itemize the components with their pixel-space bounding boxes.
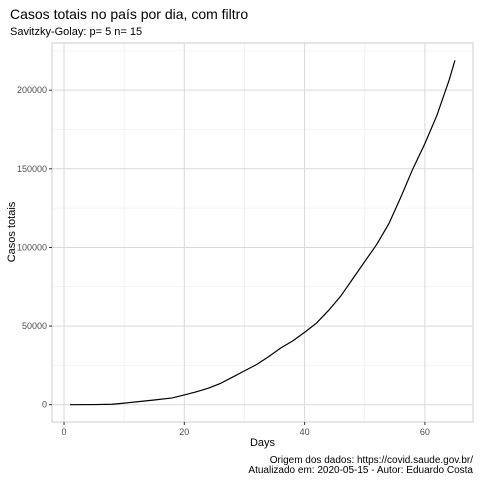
x-tick-label: 40 bbox=[300, 427, 310, 437]
y-tick-label: 100000 bbox=[17, 242, 47, 252]
x-tick-label: 0 bbox=[62, 427, 67, 437]
x-tick-label: 20 bbox=[179, 427, 189, 437]
caption-updated: Atualizado em: 2020-05-15 - Autor: Eduar… bbox=[248, 465, 473, 476]
x-axis-label: Days bbox=[250, 437, 276, 449]
y-axis-label: Casos totais bbox=[6, 201, 18, 262]
y-tick-label: 150000 bbox=[17, 164, 47, 174]
y-tick-label: 50000 bbox=[22, 321, 47, 331]
x-tick-label: 60 bbox=[420, 427, 430, 437]
y-tick-label: 200000 bbox=[17, 85, 47, 95]
y-ticks: 0 50000 100000 150000 200000 bbox=[17, 85, 52, 410]
x-ticks: 0 20 40 60 bbox=[62, 422, 430, 437]
y-tick-label: 0 bbox=[42, 400, 47, 410]
